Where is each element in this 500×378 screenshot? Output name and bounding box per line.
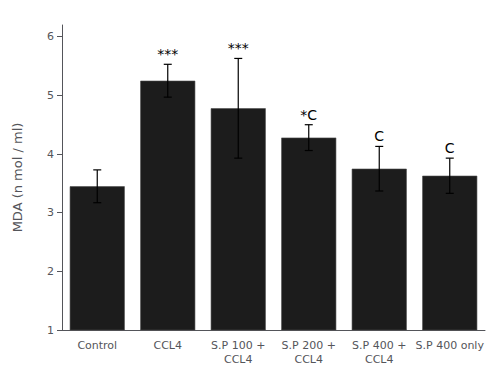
svg-text:6: 6 [47,30,54,43]
svg-text:Control: Control [77,339,117,352]
svg-text:CCL4: CCL4 [224,353,253,366]
svg-text:***: *** [228,40,249,56]
svg-text:3: 3 [47,206,54,219]
svg-text:S.P 400 +: S.P 400 + [352,339,406,352]
svg-text:*C: *C [300,107,317,123]
svg-text:5: 5 [47,89,54,102]
svg-text:S.P 400 only: S.P 400 only [416,339,485,352]
svg-text:1: 1 [47,324,54,337]
svg-text:CCL4: CCL4 [154,339,183,352]
svg-text:2: 2 [47,265,54,278]
svg-text:C: C [445,140,455,156]
svg-text:4: 4 [47,148,54,161]
svg-text:MDA (n mol / ml): MDA (n mol / ml) [10,123,25,233]
svg-text:C: C [374,128,384,144]
svg-text:CCL4: CCL4 [365,353,394,366]
svg-text:***: *** [157,46,178,62]
svg-text:S.P 200 +: S.P 200 + [282,339,336,352]
svg-text:CCL4: CCL4 [295,353,324,366]
svg-text:S.P 100 +: S.P 100 + [211,339,265,352]
